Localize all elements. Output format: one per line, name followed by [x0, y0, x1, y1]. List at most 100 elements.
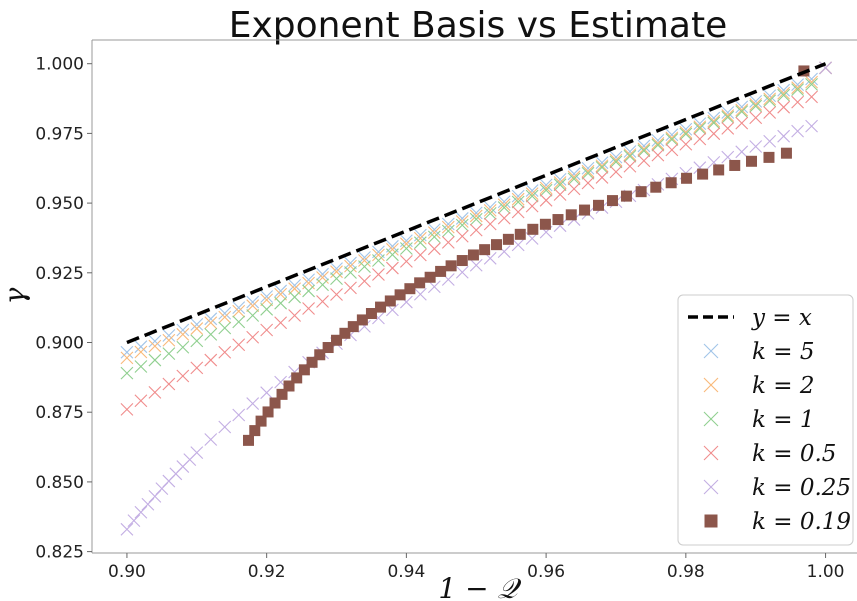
marker-stroke: [455, 229, 469, 243]
marker-stroke: [595, 159, 609, 173]
data-point: [162, 329, 176, 342]
data-point: [707, 127, 721, 141]
data-point: [735, 103, 749, 117]
marker-stroke: [665, 133, 679, 146]
data-point: [316, 295, 329, 308]
data-point: [777, 129, 791, 143]
marker-stroke: [232, 315, 246, 329]
marker-stroke: [441, 273, 455, 286]
data-point: [679, 137, 693, 151]
data-point: [372, 268, 385, 281]
marker-stroke: [749, 94, 763, 108]
data-point: [316, 271, 329, 284]
marker-stroke: [651, 133, 665, 147]
marker-stroke: [693, 121, 707, 135]
data-point: [148, 334, 162, 348]
marker-stroke: [693, 132, 707, 146]
data-point: [386, 261, 399, 275]
data-point: [679, 122, 693, 136]
data-point: [637, 142, 651, 156]
data-point: [141, 497, 155, 511]
data-point: [302, 284, 315, 298]
marker-stroke: [218, 420, 232, 434]
data-point: [593, 199, 605, 211]
marker-stroke: [386, 248, 399, 262]
data-point: [455, 212, 469, 225]
x-tick-label: 0.96: [527, 562, 565, 582]
marker-stroke: [148, 353, 162, 367]
marker-stroke: [763, 94, 777, 108]
marker-stroke: [218, 321, 232, 335]
marker-stroke: [260, 290, 274, 303]
marker-stroke: [190, 446, 204, 460]
data-point: [399, 237, 413, 251]
data-point: [302, 273, 315, 287]
data-point: [553, 173, 567, 186]
data-point: [581, 166, 595, 180]
data-point: [441, 236, 455, 249]
data-point: [365, 308, 377, 320]
data-point: [344, 281, 357, 295]
data-point: [511, 192, 525, 206]
data-point: [777, 83, 791, 97]
data-point: [190, 446, 204, 460]
y-tick-label: 0.950: [35, 194, 84, 214]
marker-stroke: [735, 105, 749, 119]
marker-stroke: [763, 89, 777, 103]
marker-stroke: [127, 514, 141, 528]
marker-stroke: [246, 295, 260, 309]
marker-stroke: [735, 103, 749, 117]
data-point: [249, 425, 261, 437]
marker-stroke: [791, 124, 805, 138]
marker-stroke: [288, 290, 301, 304]
data-point: [347, 321, 359, 333]
data-point: [567, 172, 581, 186]
marker-stroke: [637, 154, 651, 168]
data-point: [623, 159, 637, 173]
legend-entry: k = 0.5: [703, 441, 836, 467]
marker-stroke: [204, 316, 218, 330]
marker-stroke: [441, 217, 455, 231]
marker-stroke: [609, 150, 623, 164]
marker-stroke: [455, 212, 469, 225]
marker-stroke: [553, 176, 567, 189]
data-point: [218, 420, 232, 434]
marker-stroke: [358, 254, 371, 267]
marker-stroke: [427, 226, 441, 240]
data-point: [424, 271, 436, 283]
data-point: [567, 182, 581, 196]
marker-stroke: [777, 129, 791, 143]
marker-stroke: [805, 90, 818, 104]
data-point: [651, 137, 665, 150]
data-point: [525, 189, 539, 203]
marker-stroke: [218, 306, 232, 320]
data-point: [384, 295, 396, 307]
data-point: [665, 177, 677, 189]
data-point: [665, 131, 679, 145]
marker-stroke: [134, 340, 148, 354]
marker-stroke: [288, 365, 301, 379]
data-point: [707, 111, 721, 125]
marker-stroke: [372, 248, 385, 262]
data-point: [190, 334, 204, 348]
marker-stroke: [162, 333, 176, 347]
marker-stroke: [707, 116, 721, 130]
data-point: [148, 490, 162, 503]
data-point: [246, 295, 260, 309]
data-point: [665, 133, 679, 146]
data-point: [697, 168, 709, 180]
data-point: [581, 176, 595, 190]
marker-stroke: [483, 207, 497, 220]
data-point: [623, 149, 637, 163]
marker-stroke: [651, 148, 665, 162]
marker-stroke: [735, 145, 749, 159]
marker-stroke: [441, 236, 455, 249]
data-point: [623, 148, 637, 161]
data-point: [176, 323, 190, 337]
marker-stroke: [735, 116, 749, 130]
legend-label: k = 5: [752, 339, 814, 365]
data-point: [344, 266, 357, 279]
data-point: [246, 299, 260, 313]
marker-stroke: [707, 156, 721, 169]
